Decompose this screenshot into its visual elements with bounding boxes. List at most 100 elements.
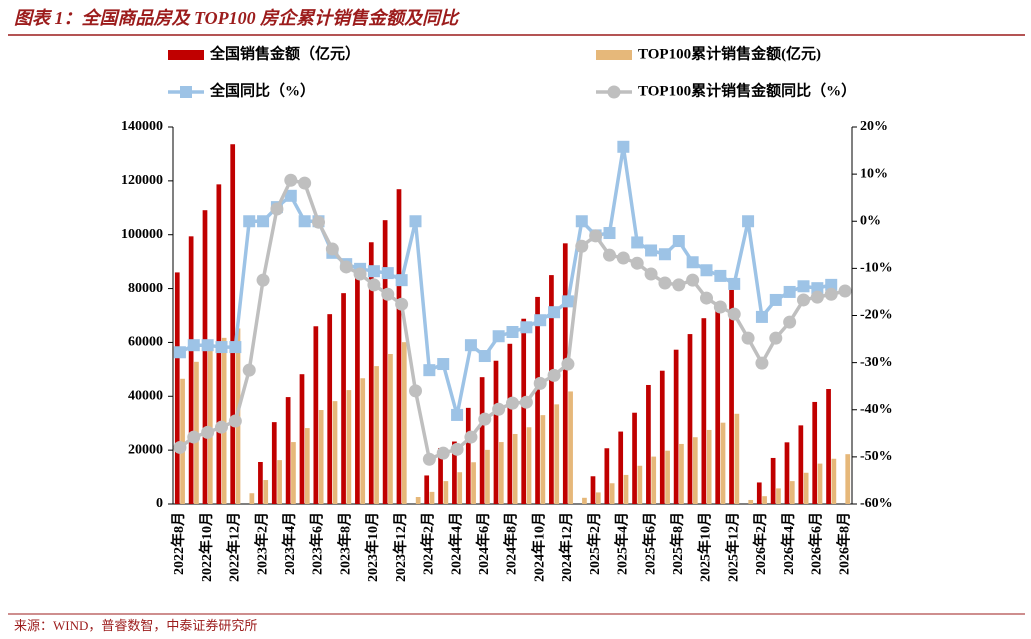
marker	[243, 215, 256, 228]
marker	[257, 215, 270, 228]
x-tick-label: 2022年10月	[198, 512, 215, 582]
marker	[312, 215, 325, 229]
marker	[519, 395, 533, 409]
bar	[789, 481, 795, 504]
marker	[658, 248, 671, 261]
marker	[173, 440, 187, 454]
y-tick-label: 0	[156, 496, 163, 511]
marker	[353, 267, 367, 281]
marker	[256, 273, 270, 287]
bar	[748, 499, 754, 504]
marker	[298, 176, 312, 190]
marker	[450, 442, 464, 456]
marker	[173, 346, 186, 359]
marker	[713, 300, 727, 314]
marker	[187, 339, 200, 352]
marker	[825, 278, 838, 291]
x-tick-label: 2024年10月	[530, 512, 547, 582]
marker	[395, 297, 409, 311]
legend-label: 全国同比（%）	[209, 81, 315, 99]
marker	[506, 325, 519, 338]
x-tick-label: 2022年12月	[226, 512, 243, 582]
marker	[395, 274, 408, 287]
bar	[798, 425, 804, 504]
marker	[367, 278, 381, 292]
bar	[263, 480, 269, 504]
x-tick-label: 2025年6月	[641, 512, 658, 575]
x-tick-label: 2024年2月	[420, 512, 437, 575]
bar	[562, 243, 568, 504]
marker	[242, 363, 256, 377]
bar	[646, 384, 651, 504]
x-tick-label: 2024年4月	[447, 512, 464, 575]
bar	[756, 482, 762, 504]
bar	[271, 422, 277, 504]
bar	[535, 296, 540, 504]
bar	[770, 457, 776, 504]
marker	[728, 277, 741, 290]
marker	[423, 364, 436, 377]
x-tick-label: 2023年2月	[253, 512, 270, 575]
x-tick-label: 2023年8月	[336, 512, 353, 575]
bar	[374, 366, 379, 504]
bar	[590, 476, 596, 504]
marker	[575, 215, 588, 228]
x-tick-label: 2024年8月	[503, 512, 520, 575]
bar	[318, 410, 324, 504]
marker	[810, 290, 824, 304]
marker	[672, 278, 686, 292]
marker	[603, 227, 616, 240]
source: 来源：WIND，普睿数智，中泰证券研究所	[14, 618, 257, 633]
x-tick-label: 2023年4月	[281, 512, 298, 575]
marker	[478, 412, 492, 426]
marker	[824, 287, 838, 301]
marker	[381, 287, 395, 301]
bar	[826, 389, 831, 504]
y2-tick-label: -10%	[860, 261, 893, 276]
bar	[341, 293, 346, 504]
bar	[673, 349, 679, 504]
marker	[201, 425, 215, 439]
marker	[561, 357, 575, 371]
bar	[817, 463, 823, 504]
marker	[229, 341, 242, 354]
marker	[797, 293, 810, 307]
bar	[512, 433, 518, 504]
bar	[687, 334, 693, 504]
y-tick-label: 100000	[121, 227, 163, 242]
marker	[533, 376, 547, 390]
x-tick-label: 2024年12月	[558, 512, 575, 582]
bar	[582, 497, 587, 504]
marker	[437, 358, 450, 371]
marker	[630, 256, 644, 270]
marker	[783, 285, 796, 298]
bar	[355, 269, 360, 504]
bar	[776, 488, 781, 504]
bar	[609, 483, 615, 504]
marker	[589, 229, 603, 243]
bar	[465, 407, 471, 504]
bar	[299, 374, 305, 504]
bar	[360, 378, 366, 504]
marker	[464, 339, 477, 352]
marker	[201, 339, 214, 352]
marker	[617, 140, 630, 153]
bar	[784, 442, 790, 504]
marker	[422, 452, 436, 466]
bar	[429, 491, 435, 504]
bar	[180, 378, 185, 504]
y2-tick-label: -60%	[860, 496, 893, 511]
marker	[672, 235, 685, 248]
x-tick-label: 2024年6月	[475, 512, 492, 575]
marker	[797, 280, 810, 293]
bar	[221, 337, 227, 504]
marker	[367, 265, 380, 278]
bar	[457, 472, 463, 504]
bar	[632, 412, 637, 504]
marker	[644, 267, 658, 281]
x-tick-label: 2023年10月	[364, 512, 381, 582]
marker	[603, 248, 616, 262]
marker	[769, 293, 782, 306]
marker	[714, 269, 727, 282]
bar	[521, 318, 527, 504]
